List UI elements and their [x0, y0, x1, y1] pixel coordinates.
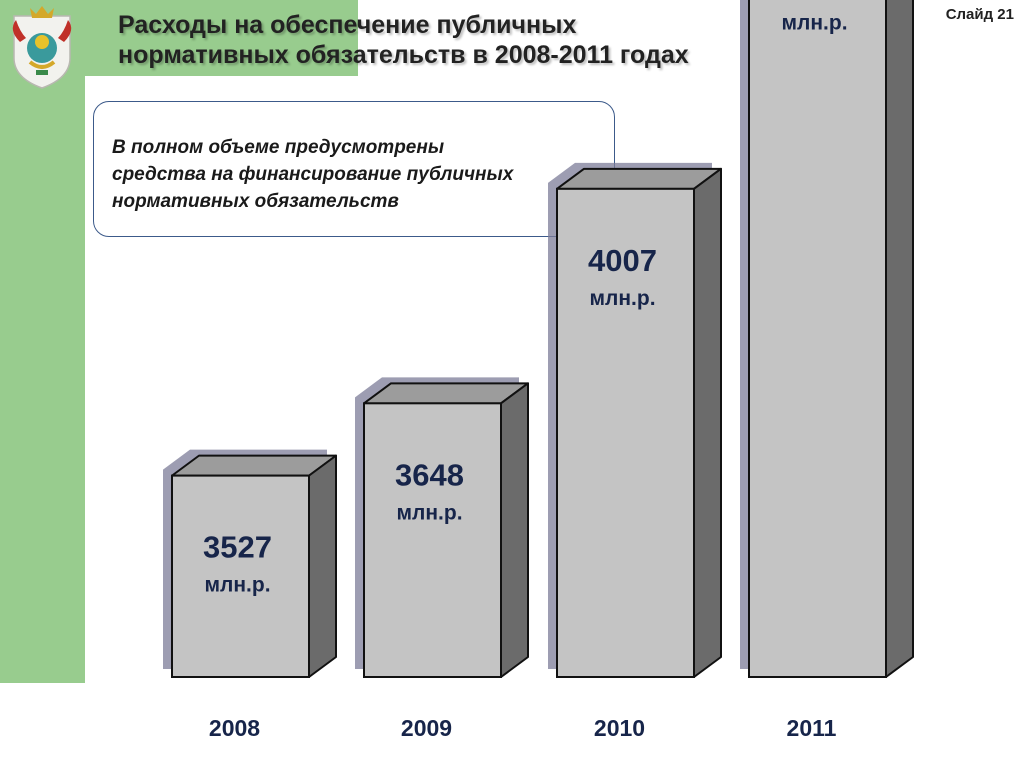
value-label: 3527 — [203, 530, 272, 565]
x-tick-label: 2008 — [209, 715, 260, 741]
bar-2008 — [171, 474, 310, 678]
unit-label: млн.р. — [396, 501, 462, 524]
bar-2009 — [363, 402, 502, 678]
bar-side — [308, 454, 337, 678]
coat-of-arms-logo — [12, 6, 72, 89]
bar-shadow — [740, 0, 748, 669]
value-label: 4468 — [780, 0, 849, 2]
callout-line-2: средства на финансирование публичных — [112, 164, 514, 185]
unit-label: млн.р. — [781, 11, 847, 34]
x-tick-label: 2009 — [401, 715, 452, 741]
bar-side — [885, 0, 914, 678]
bar-2010 — [556, 187, 695, 678]
green-side-panel — [0, 0, 85, 683]
title-line-1: Расходы на обеспечение публичных — [118, 11, 577, 39]
title-line-2: нормативных обязательств в 2008-2011 год… — [118, 41, 689, 69]
bar-side — [500, 382, 529, 678]
unit-label: млн.р. — [589, 287, 655, 310]
bar-2011 — [748, 0, 887, 679]
x-tick-label: 2011 — [787, 715, 837, 741]
slide-number: Слайд 21 — [945, 6, 1014, 23]
bar-side — [693, 167, 722, 678]
callout-line-1: В полном объеме предусмотрены — [112, 137, 445, 158]
unit-label: млн.р. — [204, 574, 270, 597]
value-label: 3648 — [395, 457, 464, 492]
info-callout: В полном объеме предусмотрены средства н… — [93, 101, 615, 237]
value-label: 4007 — [588, 243, 657, 278]
callout-line-3: нормативных обязательств — [112, 191, 399, 212]
page-title: Расходы на обеспечение публичных нормати… — [118, 10, 689, 70]
x-tick-label: 2010 — [594, 715, 645, 741]
